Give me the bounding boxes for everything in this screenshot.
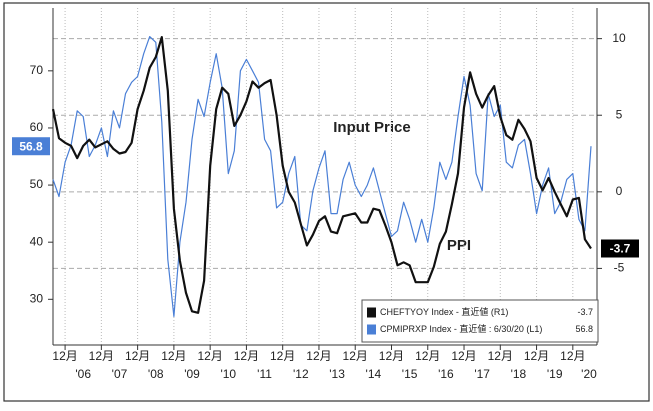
y-tick-label: 70 <box>30 63 44 77</box>
legend-value: 56.8 <box>575 324 593 334</box>
x-tick-label: 12月 <box>415 349 440 363</box>
x-tick-label: 12月 <box>125 349 150 363</box>
x-tick-label: 12月 <box>306 349 331 363</box>
x-year-label: '15 <box>402 367 418 381</box>
x-year-label: '09 <box>184 367 200 381</box>
legend-label: CHEFTYOY Index - 直近値 (R1) <box>380 306 508 317</box>
last-value-label: -3.7 <box>610 242 631 256</box>
x-tick-label: 12月 <box>89 349 114 363</box>
legend-swatch <box>367 307 376 318</box>
y-tick-label: 60 <box>30 120 44 134</box>
legend-label: CPMIPRXP Index - 直近値 : 6/30/20 (L1) <box>380 323 542 334</box>
x-year-label: '17 <box>474 367 490 381</box>
x-tick-label: 12月 <box>161 349 186 363</box>
x-tick-label: 12月 <box>197 349 222 363</box>
x-tick-label: 12月 <box>524 349 549 363</box>
last-value-badge <box>12 137 50 156</box>
annotation: PPI <box>447 237 471 254</box>
x-year-label: '12 <box>293 367 309 381</box>
x-year-label: '13 <box>329 367 345 381</box>
x-year-label: '20 <box>581 367 597 381</box>
y2-tick-label: 5 <box>616 107 623 121</box>
x-tick-label: 12月 <box>451 349 476 363</box>
last-value-label: 56.8 <box>19 139 43 153</box>
legend-value: -3.7 <box>577 307 593 317</box>
x-year-label: '19 <box>547 367 563 381</box>
y-tick-label: 50 <box>30 177 44 191</box>
x-tick-label: 12月 <box>560 349 585 363</box>
x-year-label: '16 <box>438 367 454 381</box>
series-line <box>52 36 592 317</box>
x-year-label: '11 <box>257 367 272 381</box>
y2-tick-label: 10 <box>612 31 626 45</box>
x-tick-label: 12月 <box>234 349 259 363</box>
series-line <box>51 36 592 314</box>
last-value-badge <box>601 239 639 258</box>
y-tick-label: 30 <box>30 291 44 305</box>
y2-tick-label: -5 <box>614 261 625 275</box>
x-tick-label: 12月 <box>488 349 513 363</box>
x-tick-label: 12月 <box>270 349 295 363</box>
x-year-label: '08 <box>148 367 164 381</box>
y2-tick-label: 0 <box>616 184 623 198</box>
x-tick-label: 12月 <box>343 349 368 363</box>
annotation: Input Price <box>333 119 411 136</box>
x-year-label: '18 <box>511 367 527 381</box>
x-year-label: '10 <box>220 367 236 381</box>
x-year-label: '06 <box>75 367 91 381</box>
x-year-label: '07 <box>112 367 128 381</box>
legend: CHEFTYOY Index - 直近値 (R1) -3.7 CPMIPRXP In… <box>361 299 599 343</box>
x-tick-label: 12月 <box>379 349 404 363</box>
y-tick-label: 40 <box>30 234 44 248</box>
x-tick-label: 12月 <box>52 349 77 363</box>
legend-swatch <box>367 324 376 335</box>
legend-box <box>361 299 599 343</box>
x-year-label: '14 <box>366 367 382 381</box>
